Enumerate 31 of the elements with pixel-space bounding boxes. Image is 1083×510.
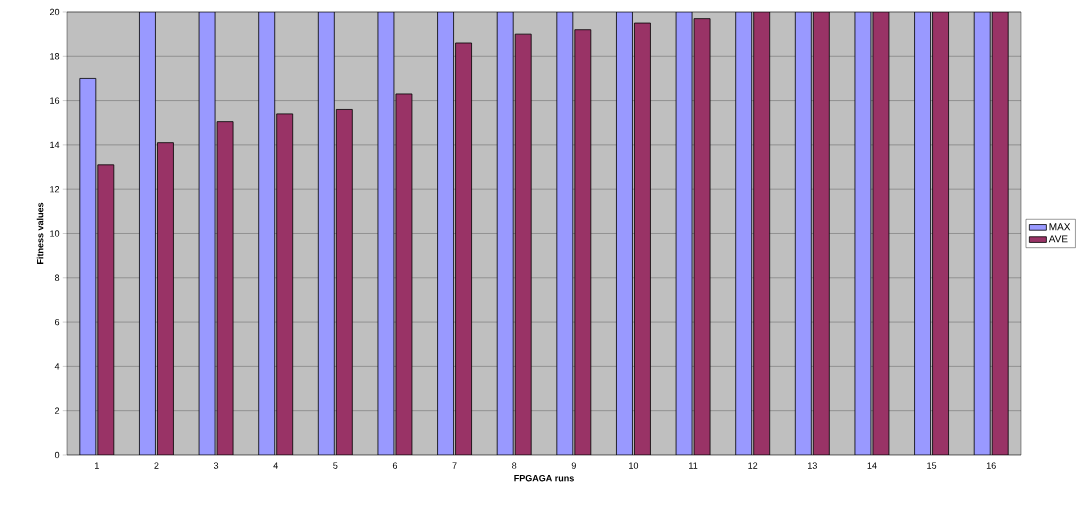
- x-tick-label: 3: [213, 462, 219, 469]
- legend-label: MAX: [1049, 223, 1071, 231]
- y-tick-label: 16: [50, 97, 60, 104]
- x-axis-title: FPGAGA runs: [514, 475, 574, 482]
- x-tick-label: 11: [689, 462, 698, 469]
- y-tick-label: 8: [54, 274, 60, 281]
- y-tick-label: 0: [54, 451, 60, 459]
- legend-label: AVE: [1048, 235, 1068, 243]
- x-tick-label: 8: [512, 462, 517, 469]
- x-tick-label: 5: [333, 462, 338, 469]
- y-axis-title: Fitness values: [36, 202, 44, 264]
- x-tick-label: 15: [927, 462, 937, 469]
- x-tick-label: 14: [867, 462, 877, 469]
- y-tick-label: 10: [50, 230, 60, 237]
- x-tick-label: 16: [986, 462, 996, 469]
- x-tick-label: 10: [629, 462, 639, 469]
- x-tick-label: 13: [808, 462, 817, 469]
- y-tick-label: 6: [55, 318, 60, 326]
- x-tick-label: 2: [154, 462, 159, 469]
- x-tick-label: 9: [571, 462, 576, 469]
- y-tick-label: 2: [55, 407, 60, 414]
- y-tick-label: 18: [50, 53, 60, 60]
- y-tick-label: 4: [54, 363, 60, 370]
- x-tick-label: 1: [95, 462, 99, 469]
- x-tick-label: 7: [452, 462, 457, 469]
- y-tick-label: 12: [50, 186, 60, 193]
- x-tick-label: 4: [273, 462, 278, 469]
- x-tick-label: 12: [748, 462, 758, 469]
- y-tick-label: 14: [50, 141, 60, 148]
- y-tick-label: 20: [50, 8, 60, 16]
- x-tick-label: 6: [392, 462, 398, 469]
